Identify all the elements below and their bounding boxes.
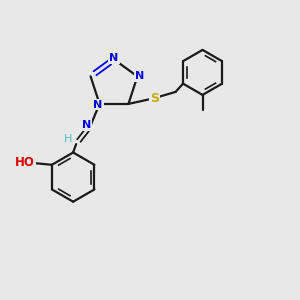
Text: N: N (82, 120, 92, 130)
Text: N: N (110, 53, 118, 63)
Text: S: S (150, 92, 159, 105)
Text: HO: HO (15, 156, 35, 169)
Text: H: H (64, 134, 72, 144)
Text: N: N (93, 100, 103, 110)
Text: N: N (135, 71, 144, 81)
